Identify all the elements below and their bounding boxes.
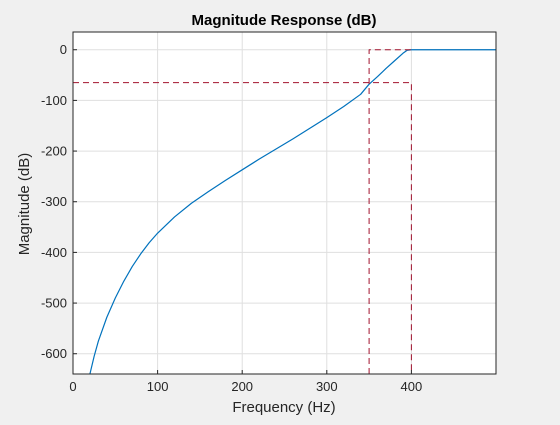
x-axis-title: Frequency (Hz)	[232, 399, 335, 416]
y-tick-label: -400	[41, 245, 67, 260]
x-tick-label: 200	[231, 379, 253, 394]
y-tick-label: 0	[60, 42, 67, 57]
axes-box	[72, 31, 497, 375]
y-tick-label: -600	[41, 346, 67, 361]
x-tick-label: 100	[147, 379, 169, 394]
axes-background	[73, 32, 496, 374]
spec-mask-line-2	[368, 49, 412, 374]
axis-ticks: 0 100 200 300 400 0 -100 -200 -300 -400 -500 -600	[41, 42, 422, 394]
x-tick-label: 300	[316, 379, 338, 394]
y-tick-label: -100	[41, 93, 67, 108]
plot-lines	[73, 49, 496, 374]
y-axis-title: Magnitude (dB)	[16, 153, 33, 256]
x-tick-label: 400	[401, 379, 423, 394]
y-tick-label: -300	[41, 194, 67, 209]
chart-title: Magnitude Response (dB)	[191, 12, 376, 29]
spec-mask-line-1	[73, 82, 412, 374]
y-tick-label: -200	[41, 144, 67, 159]
y-tick-label: -500	[41, 296, 67, 311]
grid	[73, 32, 496, 374]
x-tick-label: 0	[69, 379, 76, 394]
